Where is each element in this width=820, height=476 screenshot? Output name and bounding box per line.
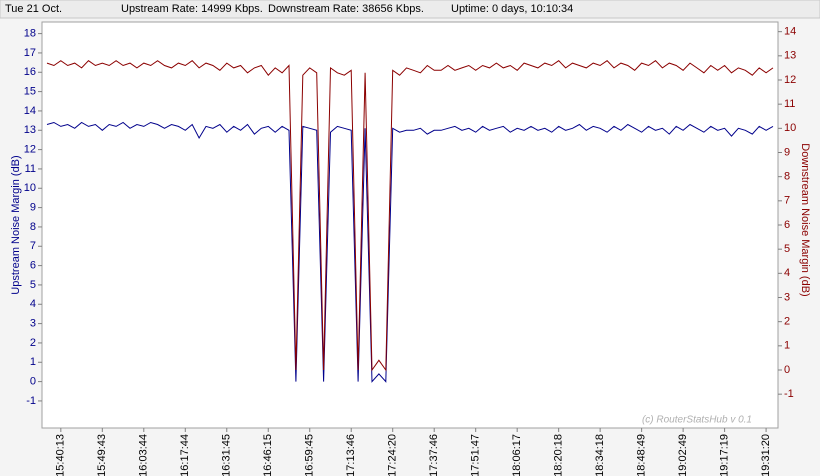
- y-tick-label: 7: [30, 240, 36, 252]
- y2-tick-label: 1: [784, 340, 790, 352]
- watermark: (c) RouterStatsHub v 0.1: [642, 415, 752, 426]
- x-tick-label: 18:34:18: [594, 434, 606, 476]
- y2-axis-title: Downstream Noise Margin (dB): [799, 143, 811, 296]
- x-tick-label: 15:40:13: [55, 434, 67, 476]
- x-tick-label: 16:17:44: [179, 434, 191, 476]
- y-tick-label: 0: [30, 376, 36, 388]
- y-tick-label: 13: [24, 124, 36, 136]
- header-downstream-rate: Downstream Rate: 38656 Kbps.: [268, 3, 424, 15]
- y2-tick-label: 14: [784, 26, 796, 38]
- y2-tick-label: 4: [784, 267, 790, 279]
- y-tick-label: 10: [24, 182, 36, 194]
- y2-tick-label: 10: [784, 122, 796, 134]
- y-tick-label: 4: [30, 298, 36, 310]
- y2-tick-label: 0: [784, 364, 790, 376]
- y-axis-title: Upstream Noise Margin (dB): [10, 155, 22, 294]
- header-date: Tue 21 Oct.: [5, 3, 62, 15]
- y2-tick-label: 5: [784, 243, 790, 255]
- y-tick-label: 6: [30, 260, 36, 272]
- y2-tick-label: 6: [784, 219, 790, 231]
- y-tick-label: 17: [24, 47, 36, 59]
- y2-tick-label: 9: [784, 146, 790, 158]
- y-tick-label: 2: [30, 337, 36, 349]
- x-tick-label: 19:17:19: [719, 434, 731, 476]
- y-tick-label: 15: [24, 86, 36, 98]
- y2-tick-label: 12: [784, 74, 796, 86]
- y-tick-label: 8: [30, 221, 36, 233]
- y-tick-label: -1: [26, 395, 36, 407]
- y-tick-label: 12: [24, 144, 36, 156]
- x-tick-label: 16:46:15: [262, 434, 274, 476]
- x-tick-label: 18:48:49: [636, 434, 648, 476]
- x-tick-label: 15:49:43: [96, 434, 108, 476]
- plot-area: [41, 21, 779, 429]
- x-tick-label: 16:31:45: [221, 434, 233, 476]
- y2-tick-label: 11: [784, 98, 795, 110]
- y2-tick-label: 13: [784, 50, 796, 62]
- x-tick-label: 18:06:17: [511, 434, 523, 476]
- series-line: [46, 60, 774, 372]
- y2-tick-label: 7: [784, 195, 790, 207]
- y-tick-label: 3: [30, 318, 36, 330]
- y-tick-label: 11: [25, 163, 36, 175]
- y-tick-label: 16: [24, 66, 36, 78]
- y-tick-label: 14: [24, 105, 36, 117]
- y2-tick-label: 8: [784, 171, 790, 183]
- x-tick-label: 16:03:44: [138, 434, 150, 476]
- header-uptime: Uptime: 0 days, 10:10:34: [451, 3, 573, 15]
- x-tick-label: 19:31:20: [760, 434, 772, 476]
- x-tick-label: 17:51:47: [470, 434, 482, 476]
- x-tick-label: 19:02:49: [677, 434, 689, 476]
- y-tick-label: 1: [30, 356, 36, 368]
- x-tick-label: 17:37:46: [428, 434, 440, 476]
- y2-tick-label: -1: [784, 388, 794, 400]
- x-tick-label: 17:24:20: [387, 434, 399, 476]
- y-tick-label: 9: [30, 202, 36, 214]
- y2-tick-label: 2: [784, 316, 790, 328]
- header-upstream-rate: Upstream Rate: 14999 Kbps.: [121, 3, 263, 15]
- x-tick-label: 18:20:18: [553, 434, 565, 476]
- series-line: [46, 121, 774, 383]
- y-tick-label: 18: [24, 28, 36, 40]
- x-tick-label: 16:59:45: [304, 434, 316, 476]
- x-tick-label: 17:13:46: [345, 434, 357, 476]
- y2-tick-label: 3: [784, 291, 790, 303]
- y-tick-label: 5: [30, 279, 36, 291]
- header-bar: [0, 0, 820, 19]
